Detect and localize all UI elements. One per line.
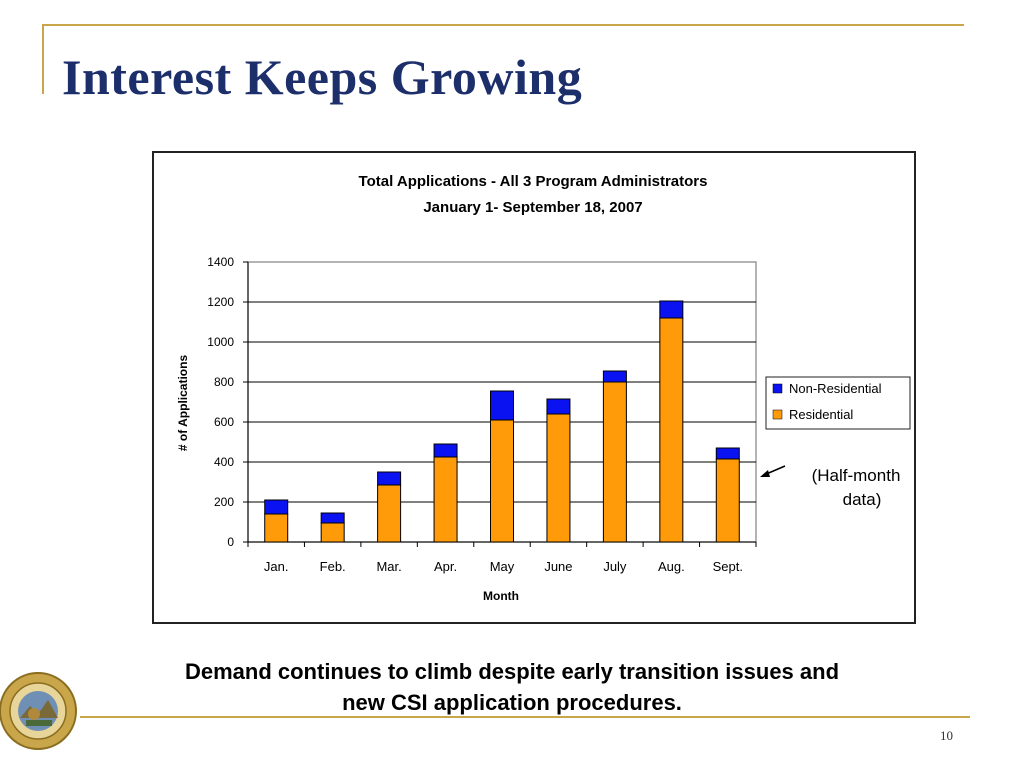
x-tick-label: Aug. xyxy=(658,559,685,574)
state-seal-logo xyxy=(0,672,77,750)
bar-residential xyxy=(715,458,740,543)
bar-non-residential xyxy=(377,471,402,486)
axes: 0 200 400 600 800 1000 1200 1400 Jan. Feb. Mar. Apr… xyxy=(207,255,757,574)
slide-title: Interest Keeps Growing xyxy=(62,49,583,105)
x-tick-label: July xyxy=(603,559,627,574)
y-tick-label: 400 xyxy=(214,455,234,469)
y-axis-label: # of Applications xyxy=(176,355,190,452)
stacked-bar-chart: Total Applications - All 3 Program Admin… xyxy=(176,173,911,603)
bar-residential xyxy=(490,419,514,543)
legend-swatch-residential xyxy=(772,409,783,420)
annotation-line-1: (Half-month xyxy=(812,466,901,485)
bar-residential xyxy=(659,317,684,543)
x-tick-label: Mar. xyxy=(376,559,401,574)
legend-swatch-non-residential xyxy=(772,383,783,394)
bar-non-residential xyxy=(715,447,740,460)
bar-residential xyxy=(320,522,345,543)
x-tick-label: Sept. xyxy=(713,559,743,574)
legend-box xyxy=(765,376,911,430)
chart-subtitle: January 1- September 18, 2007 xyxy=(423,199,642,216)
page-number: 10 xyxy=(940,728,953,743)
x-tick-label: Apr. xyxy=(434,559,457,574)
annotation-line-2: data) xyxy=(843,490,882,509)
frame-top-rule xyxy=(42,24,964,26)
bar-non-residential xyxy=(433,443,458,458)
y-tick-label: 1400 xyxy=(207,255,234,269)
bar-residential xyxy=(264,513,289,543)
bar-residential xyxy=(546,413,571,543)
y-tick-label: 600 xyxy=(214,415,234,429)
x-tick-label: Feb. xyxy=(320,559,346,574)
bar-non-residential xyxy=(546,398,571,415)
legend: Non-Residential Residential xyxy=(765,376,911,430)
frame-left-rule xyxy=(42,24,44,94)
chart-container: Total Applications - All 3 Program Admin… xyxy=(152,151,916,624)
y-tick-label: 1000 xyxy=(207,335,234,349)
legend-label-residential: Residential xyxy=(789,407,853,422)
x-tick-label: May xyxy=(490,559,515,574)
slide-caption: Demand continues to climb despite early … xyxy=(100,656,924,718)
bar-non-residential xyxy=(659,300,684,319)
footer-rule xyxy=(80,716,970,718)
bar-non-residential xyxy=(490,390,514,421)
x-axis-label: Month xyxy=(483,589,519,603)
bar-non-residential xyxy=(264,499,289,515)
x-tick-label: June xyxy=(544,559,572,574)
y-tick-label: 800 xyxy=(214,375,234,389)
bar-non-residential xyxy=(320,512,345,524)
annotation-arrowhead xyxy=(760,470,770,477)
y-tick-label: 1200 xyxy=(207,295,234,309)
x-tick-label: Jan. xyxy=(264,559,289,574)
bar-non-residential xyxy=(602,370,627,383)
y-tick-label: 200 xyxy=(214,495,234,509)
half-month-annotation: (Half-month data) xyxy=(760,465,901,509)
bar-residential xyxy=(377,484,402,543)
caption-line-2: new CSI application procedures. xyxy=(342,690,682,715)
legend-label-non-residential: Non-Residential xyxy=(789,381,882,396)
bar-residential xyxy=(433,456,458,543)
chart-title: Total Applications - All 3 Program Admin… xyxy=(359,173,708,190)
bar-residential xyxy=(602,381,627,543)
y-tick-label: 0 xyxy=(227,535,234,549)
caption-line-1: Demand continues to climb despite early … xyxy=(184,659,840,684)
